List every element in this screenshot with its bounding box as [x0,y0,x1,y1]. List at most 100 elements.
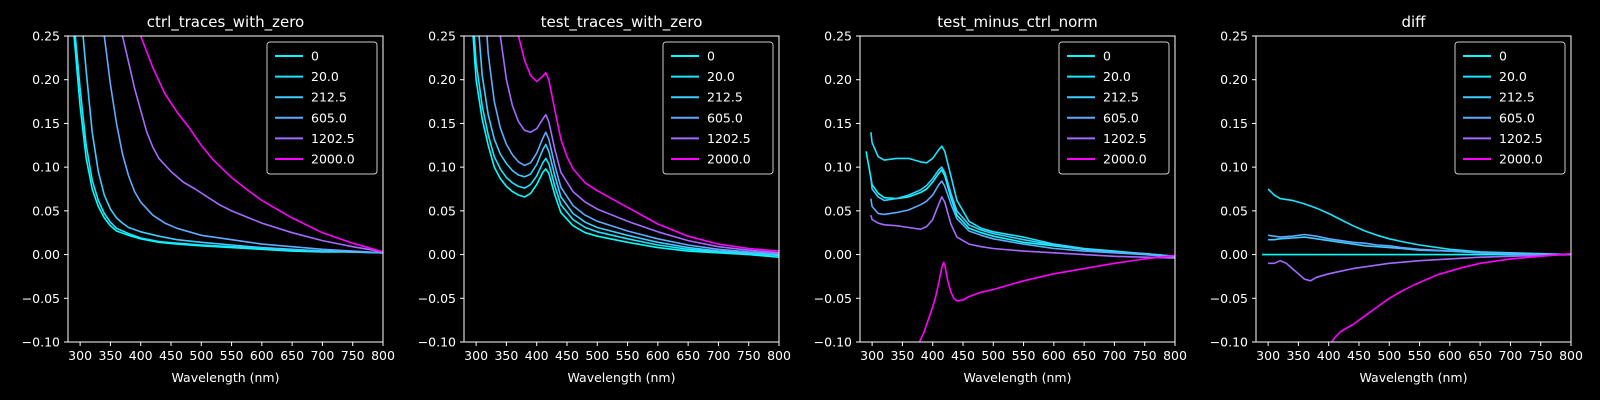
series-line [1331,252,1571,342]
x-tick-label: 550 [1012,348,1036,363]
chart-panel-2: 300 350 400 450 500 550 600 650 700 750 800 −0.10 −0… [418,13,791,385]
y-tick-label: −0.10 [1210,335,1248,350]
x-tick-label: 500 [585,348,609,363]
x-axis-label: Wavelength (nm) [964,370,1072,385]
y-tick-label: 0.00 [824,247,852,262]
chart-title: test_traces_with_zero [541,13,703,32]
y-tick-label: 0.25 [428,29,456,44]
legend-label: 605.0 [311,110,347,125]
y-tick-label: 0.25 [824,29,852,44]
x-tick-label: 350 [890,348,914,363]
x-tick-label: 800 [1559,348,1583,363]
y-tick-label: 0.05 [1220,203,1248,218]
legend-label: 1202.5 [311,131,355,146]
legend-label: 1202.5 [1499,131,1543,146]
y-tick-label: 0.25 [1220,29,1248,44]
series-line [1267,233,1571,256]
legend-label: 2000.0 [707,152,751,167]
x-tick-label: 650 [1468,348,1492,363]
y-tick-label: 0.00 [1220,247,1248,262]
x-tick-label: 500 [1377,348,1401,363]
series-group [1262,188,1571,342]
series-line [870,196,1175,259]
series-line [517,36,779,252]
legend-box [1454,41,1566,175]
series-line [870,180,1175,258]
legend-label: 605.0 [1103,110,1139,125]
legend: 0 20.0 212.5 605.0 1202.5 2000.0 [1058,41,1170,175]
y-tick-label: 0.15 [824,116,852,131]
series-line [870,166,1175,258]
series-line [870,132,1175,258]
axes-frame [859,35,1176,343]
chart-panel-3: 300 350 400 450 500 550 600 650 700 750 800 −0.10 −0… [814,13,1187,385]
x-tick-label: 750 [1133,348,1157,363]
y-tick-label: 0.00 [32,247,60,262]
x-axis-label: Wavelength (nm) [172,370,280,385]
x-tick-label: 750 [341,348,365,363]
series-line [103,36,383,254]
x-tick-label: 450 [1347,348,1371,363]
x-tick-label: 550 [220,348,244,363]
legend-label: 20.0 [311,69,339,84]
series-line [121,36,383,253]
x-tick-label: 800 [767,348,791,363]
x-tick-label: 300 [1256,348,1280,363]
legend-label: 20.0 [707,69,735,84]
y-tick-label: 0.15 [32,116,60,131]
y-tick-label: 0.10 [1220,160,1248,175]
series-line [918,254,1175,342]
x-tick-label: 400 [525,348,549,363]
x-axis-label: Wavelength (nm) [1360,370,1468,385]
x-tick-label: 600 [250,348,274,363]
y-tick-label: 0.05 [32,203,60,218]
chart-panel-1: 300 350 400 450 500 550 600 650 700 750 800 −0.10 −0… [22,13,395,385]
x-tick-label: 400 [921,348,945,363]
series-line [472,36,779,258]
legend-label: 20.0 [1103,69,1131,84]
x-tick-label: 450 [555,348,579,363]
x-tick-label: 450 [159,348,183,363]
legend-label: 212.5 [1103,90,1139,105]
axes-frame [1255,35,1572,343]
x-tick-label: 300 [464,348,488,363]
x-tick-label: 650 [280,348,304,363]
series-group [865,132,1175,342]
y-tick-label: 0.15 [428,116,456,131]
x-tick-label: 350 [98,348,122,363]
axes-frame [67,35,384,343]
series-line [478,36,779,256]
y-tick-label: 0.20 [1220,72,1248,87]
series-line [486,36,779,255]
x-tick-label: 650 [1072,348,1096,363]
x-tick-label: 400 [129,348,153,363]
x-tick-label: 350 [494,348,518,363]
series-line [74,36,383,254]
y-tick-label: 0.20 [32,72,60,87]
x-tick-label: 400 [1317,348,1341,363]
series-line [499,36,779,254]
legend-label: 0 [311,49,319,64]
legend-box [1058,41,1170,175]
chart-title: test_minus_ctrl_norm [937,13,1098,32]
y-tick-label: −0.05 [1210,291,1248,306]
x-tick-label: 450 [951,348,975,363]
series-line [473,36,779,257]
legend-label: 212.5 [311,90,347,105]
legend-label: 212.5 [1499,90,1535,105]
legend: 0 20.0 212.5 605.0 1202.5 2000.0 [1454,41,1566,175]
y-tick-label: 0.00 [428,247,456,262]
x-tick-label: 700 [310,348,334,363]
x-tick-label: 700 [1498,348,1522,363]
y-tick-label: 0.05 [428,203,456,218]
x-tick-label: 350 [1286,348,1310,363]
x-tick-label: 500 [189,348,213,363]
x-tick-label: 600 [646,348,670,363]
x-tick-label: 300 [860,348,884,363]
legend-label: 605.0 [707,110,743,125]
y-tick-label: 0.10 [428,160,456,175]
y-tick-label: 0.10 [32,160,60,175]
x-tick-label: 300 [68,348,92,363]
